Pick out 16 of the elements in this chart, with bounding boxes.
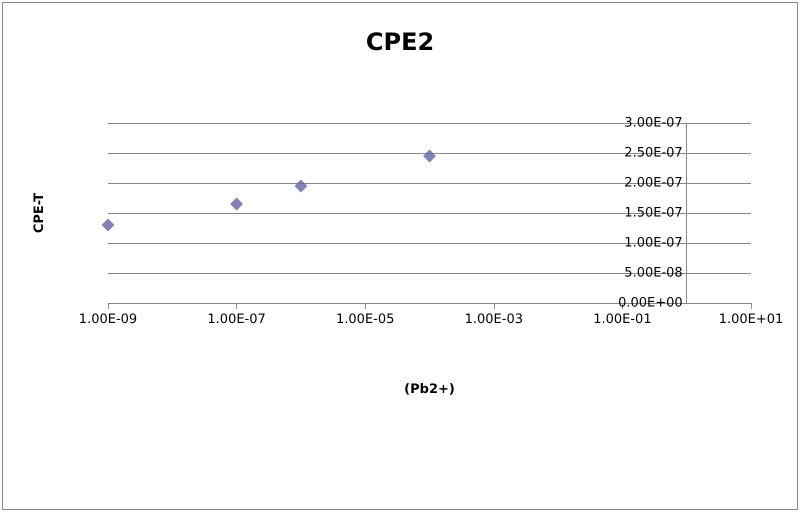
chart-title: CPE2 — [366, 28, 434, 56]
x-tick-label: 1.00E-01 — [593, 312, 652, 327]
x-axis-title: (Pb2+) — [404, 382, 455, 397]
y-tick-label: 0.00E+00 — [618, 296, 683, 310]
y-tick-label: 1.00E-07 — [624, 236, 683, 250]
y-tick-label: 3.00E-07 — [624, 116, 683, 130]
x-tick-label: 1.00E-07 — [207, 312, 266, 327]
x-tick-label: 1.00E-03 — [464, 312, 524, 327]
y-tick-label: 2.50E-07 — [624, 146, 683, 160]
y-tick-label: 5.00E-08 — [624, 266, 683, 280]
x-tick-label: 1.00E-05 — [336, 312, 394, 327]
x-tick-label: 1.00E-09 — [78, 312, 138, 327]
y-tick-label: 2.00E-07 — [624, 176, 683, 190]
x-tick-label: 1.00E+01 — [718, 312, 784, 327]
y-tick-label: 1.50E-07 — [624, 206, 683, 220]
y-axis-title: CPE-T — [32, 192, 47, 234]
